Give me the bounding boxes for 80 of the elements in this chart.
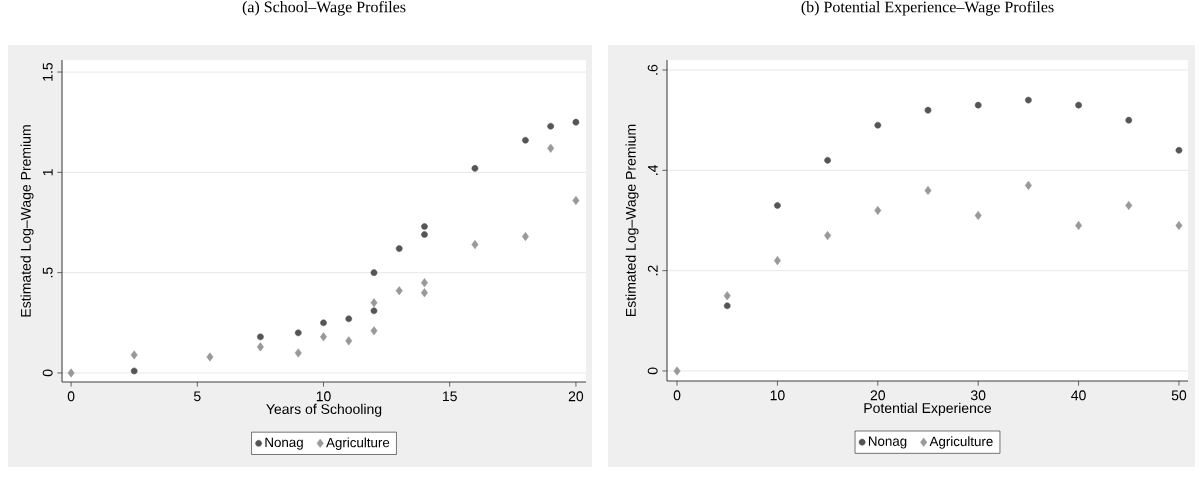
point bbox=[1024, 180, 1032, 190]
x-tick-label: 0 bbox=[67, 391, 75, 402]
x-tick-label: 10 bbox=[770, 390, 785, 401]
point bbox=[924, 185, 932, 195]
point bbox=[421, 278, 428, 288]
point bbox=[395, 286, 403, 296]
point bbox=[1075, 101, 1082, 109]
point bbox=[974, 210, 982, 221]
x-tick-label: 40 bbox=[1071, 390, 1086, 401]
point bbox=[874, 121, 882, 129]
x-tick-label: 20 bbox=[870, 390, 886, 401]
point bbox=[522, 136, 529, 144]
legend-label: Nonag bbox=[265, 437, 303, 450]
y-tick-label: 0 bbox=[42, 369, 53, 377]
point bbox=[320, 332, 327, 342]
point bbox=[673, 366, 681, 376]
point bbox=[1125, 116, 1133, 124]
y-axis-title: Estimated Log–Wage Premium bbox=[20, 125, 34, 317]
chart-title: (a) School–Wage Profiles bbox=[242, 0, 406, 16]
point bbox=[774, 202, 781, 209]
point bbox=[1125, 200, 1133, 210]
point bbox=[723, 291, 731, 301]
legend-label: Agriculture bbox=[326, 437, 390, 450]
point bbox=[824, 231, 832, 241]
point bbox=[1075, 220, 1083, 231]
point bbox=[67, 368, 75, 378]
point bbox=[773, 256, 781, 266]
x-tick-label: 50 bbox=[1171, 390, 1187, 401]
point bbox=[1175, 146, 1183, 154]
point bbox=[1175, 220, 1183, 231]
point bbox=[256, 342, 264, 352]
y-tick-label: .5 bbox=[42, 267, 53, 278]
y-tick-label: 0 bbox=[647, 367, 658, 375]
point bbox=[521, 232, 529, 242]
point bbox=[130, 367, 138, 375]
x-axis-title: Potential Experience bbox=[864, 402, 992, 416]
legend-label: Agriculture bbox=[929, 436, 993, 449]
point bbox=[723, 302, 731, 310]
point bbox=[206, 352, 214, 362]
point bbox=[471, 240, 479, 250]
point bbox=[421, 223, 428, 230]
point bbox=[370, 326, 378, 336]
x-tick-label: 30 bbox=[970, 390, 986, 401]
point bbox=[1025, 96, 1032, 104]
y-tick-label: .4 bbox=[648, 164, 658, 175]
point bbox=[874, 205, 882, 215]
x-tick-label: 15 bbox=[442, 391, 457, 402]
point bbox=[294, 329, 302, 337]
point bbox=[370, 307, 378, 315]
point bbox=[421, 288, 428, 298]
x-axis-title: Years of Schooling bbox=[266, 403, 382, 417]
x-tick-label: 0 bbox=[673, 390, 681, 401]
x-tick-label: 5 bbox=[193, 391, 201, 402]
point bbox=[824, 156, 831, 164]
point bbox=[294, 348, 302, 358]
point bbox=[924, 106, 932, 114]
point bbox=[370, 269, 378, 276]
point bbox=[974, 101, 982, 109]
point bbox=[547, 122, 555, 130]
point bbox=[345, 336, 353, 346]
y-axis-title: Estimated Log–Wage Premium bbox=[625, 124, 639, 316]
point bbox=[370, 298, 378, 308]
point bbox=[547, 143, 555, 153]
point bbox=[471, 164, 479, 172]
point bbox=[421, 231, 428, 238]
y-tick-label: .2 bbox=[647, 265, 658, 276]
x-tick-label: 20 bbox=[568, 391, 584, 402]
chart-title: (b) Potential Experience–Wage Profiles bbox=[801, 0, 1054, 16]
point bbox=[572, 118, 580, 126]
point bbox=[130, 350, 138, 360]
point bbox=[395, 245, 403, 252]
y-tick-label: 1 bbox=[43, 169, 53, 176]
y-tick-label: .6 bbox=[647, 64, 658, 75]
point bbox=[345, 315, 353, 323]
point bbox=[257, 333, 264, 341]
point bbox=[572, 195, 580, 205]
legend-label: Nonag bbox=[868, 436, 907, 449]
y-tick-label: 1.5 bbox=[42, 62, 53, 81]
x-tick-label: 10 bbox=[316, 391, 331, 402]
point bbox=[320, 319, 327, 327]
